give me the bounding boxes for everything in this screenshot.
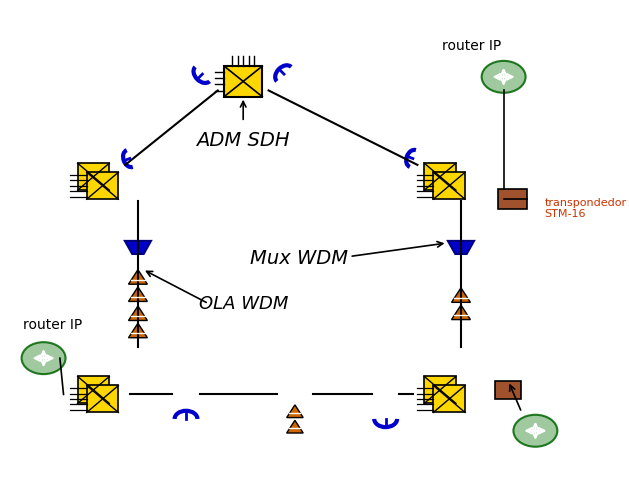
Polygon shape — [452, 288, 470, 302]
Bar — [424, 377, 456, 403]
Bar — [433, 385, 465, 412]
Text: router IP: router IP — [442, 39, 501, 53]
Bar — [424, 163, 456, 190]
Text: Mux WDM: Mux WDM — [250, 249, 348, 268]
Polygon shape — [287, 420, 303, 433]
Bar — [498, 189, 527, 210]
Bar — [87, 385, 118, 412]
Polygon shape — [128, 323, 147, 338]
Polygon shape — [452, 305, 470, 319]
Text: router IP: router IP — [23, 318, 82, 332]
Bar — [496, 381, 521, 399]
Bar — [77, 163, 109, 190]
Bar — [87, 172, 118, 199]
Polygon shape — [448, 241, 474, 254]
Text: ADM SDH: ADM SDH — [196, 131, 290, 150]
Ellipse shape — [513, 415, 557, 447]
Ellipse shape — [482, 61, 526, 93]
Text: OLA WDM: OLA WDM — [199, 295, 288, 313]
Text: transpondedor
STM-16: transpondedor STM-16 — [545, 197, 626, 219]
Polygon shape — [128, 306, 147, 320]
Bar — [77, 377, 109, 403]
Polygon shape — [287, 405, 303, 418]
Polygon shape — [128, 270, 147, 284]
Polygon shape — [128, 287, 147, 302]
Bar — [433, 172, 465, 199]
Ellipse shape — [21, 342, 65, 374]
Bar — [224, 66, 262, 97]
Polygon shape — [125, 241, 151, 254]
